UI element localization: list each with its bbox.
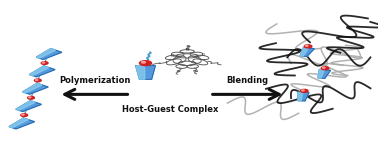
Polygon shape — [36, 49, 56, 58]
Polygon shape — [29, 66, 49, 76]
Polygon shape — [136, 66, 145, 79]
Text: Host-Guest Complex: Host-Guest Complex — [122, 105, 218, 114]
Polygon shape — [318, 69, 331, 78]
Circle shape — [139, 61, 152, 66]
Circle shape — [21, 114, 28, 117]
Circle shape — [301, 89, 308, 92]
Polygon shape — [300, 48, 314, 56]
Circle shape — [302, 90, 304, 91]
Circle shape — [42, 62, 45, 63]
Circle shape — [36, 79, 38, 80]
Circle shape — [322, 67, 325, 68]
Circle shape — [321, 67, 329, 70]
Circle shape — [304, 45, 312, 48]
Polygon shape — [297, 92, 303, 101]
Circle shape — [34, 79, 41, 82]
Polygon shape — [297, 92, 309, 101]
Text: Blending: Blending — [226, 76, 269, 85]
Polygon shape — [16, 101, 41, 112]
Polygon shape — [9, 118, 28, 128]
Circle shape — [141, 61, 146, 63]
Polygon shape — [9, 118, 34, 129]
Polygon shape — [36, 49, 62, 59]
Polygon shape — [23, 83, 42, 93]
Circle shape — [41, 62, 48, 64]
Polygon shape — [29, 66, 55, 77]
Text: O: O — [201, 53, 204, 57]
Circle shape — [305, 45, 308, 46]
Text: Polymerization: Polymerization — [59, 76, 130, 85]
Text: O: O — [171, 54, 174, 58]
Polygon shape — [300, 48, 308, 56]
Polygon shape — [318, 69, 324, 78]
Text: N: N — [186, 48, 189, 52]
Circle shape — [22, 114, 24, 115]
Circle shape — [29, 97, 31, 98]
Polygon shape — [136, 66, 155, 79]
Circle shape — [28, 96, 34, 99]
Polygon shape — [23, 83, 48, 94]
Polygon shape — [16, 101, 35, 110]
